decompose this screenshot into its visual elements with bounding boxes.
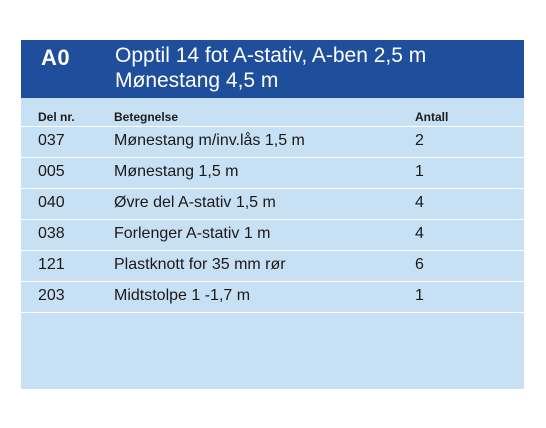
cell-betegnelse: Mønestang 1,5 m <box>114 163 239 180</box>
table-row: 040 Øvre del A-stativ 1,5 m 4 <box>21 188 524 219</box>
parts-list-header: A0 Opptil 14 fot A-stativ, A-ben 2,5 m M… <box>21 40 524 98</box>
cell-antall: 4 <box>415 225 424 242</box>
cell-antall: 1 <box>415 163 424 180</box>
cell-betegnelse: Øvre del A-stativ 1,5 m <box>114 194 276 211</box>
column-header-del-nr: Del nr. <box>38 110 75 124</box>
cell-betegnelse: Plastknott for 35 mm rør <box>114 256 286 273</box>
cell-betegnelse: Midtstolpe 1 -1,7 m <box>114 287 251 304</box>
cell-del-nr: 040 <box>38 194 65 211</box>
row-divider <box>21 312 524 313</box>
table-row: 121 Plastknott for 35 mm rør 6 <box>21 250 524 281</box>
cell-del-nr: 038 <box>38 225 65 242</box>
kit-title: Opptil 14 fot A-stativ, A-ben 2,5 m Møne… <box>115 44 427 92</box>
cell-antall: 4 <box>415 194 424 211</box>
cell-del-nr: 121 <box>38 256 65 273</box>
table-row: 037 Mønestang m/inv.lås 1,5 m 2 <box>21 126 524 157</box>
cell-antall: 6 <box>415 256 424 273</box>
column-header-antall: Antall <box>415 110 449 124</box>
table-row: 005 Mønestang 1,5 m 1 <box>21 157 524 188</box>
column-header-betegnelse: Betegnelse <box>114 110 179 124</box>
cell-del-nr: 005 <box>38 163 65 180</box>
cell-del-nr: 203 <box>38 287 65 304</box>
table-row: 038 Forlenger A-stativ 1 m 4 <box>21 219 524 250</box>
cell-antall: 2 <box>415 132 424 149</box>
cell-betegnelse: Mønestang m/inv.lås 1,5 m <box>114 132 305 149</box>
cell-antall: 1 <box>415 287 424 304</box>
cell-betegnelse: Forlenger A-stativ 1 m <box>114 225 271 242</box>
table-row: 203 Midtstolpe 1 -1,7 m 1 <box>21 281 524 312</box>
parts-list-card: A0 Opptil 14 fot A-stativ, A-ben 2,5 m M… <box>21 40 524 389</box>
cell-del-nr: 037 <box>38 132 65 149</box>
kit-code: A0 <box>41 45 71 70</box>
parts-table-body: 037 Mønestang m/inv.lås 1,5 m 2 005 Møne… <box>21 126 524 313</box>
